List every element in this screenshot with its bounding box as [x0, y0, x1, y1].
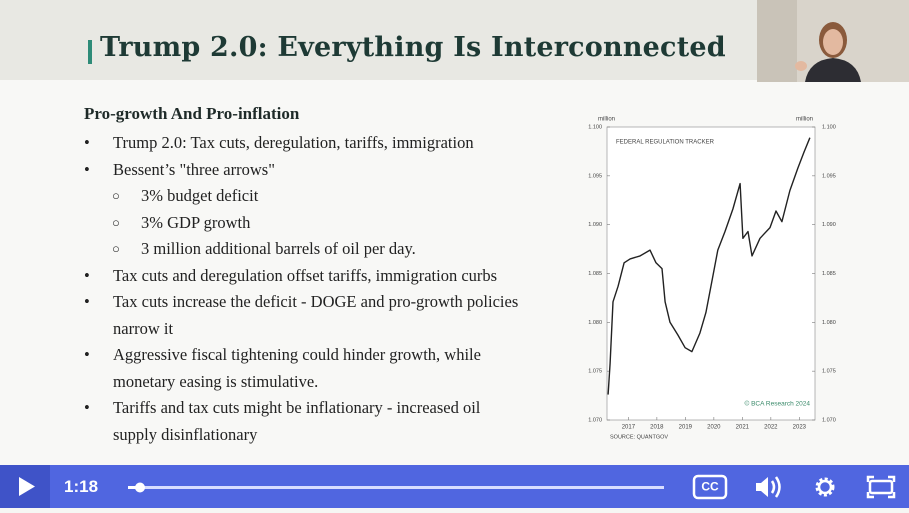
x-tick-label: 2017	[622, 425, 636, 431]
bullet-marker: ○	[112, 188, 120, 203]
bullet-text: Trump 2.0: Tax cuts, deregulation, tarif…	[113, 133, 474, 152]
y2-tick-label: 1.080	[822, 320, 836, 326]
x-tick-label: 2019	[679, 425, 693, 431]
bullet-marker: ○	[112, 214, 120, 230]
y-tick-label: 1.100	[588, 124, 602, 130]
y2-tick-label: 1.100	[822, 124, 836, 130]
x-tick-label: 2023	[793, 425, 807, 431]
fullscreen-button[interactable]	[866, 475, 896, 499]
player-controls: 1:18 CC	[0, 465, 909, 508]
slide-heading: Pro-growth And Pro-inflation	[84, 104, 300, 123]
y-tick-label: 1.075	[588, 369, 602, 375]
x-tick-label: 2022	[764, 425, 778, 431]
bullet-marker: •	[84, 345, 90, 364]
bullet-item: ○ 3 million additional barrels of oil per…	[84, 236, 554, 263]
chart: million million FEDERAL REGULATION TRACK…	[588, 117, 836, 441]
bullet-item: • Aggressive fiscal tightening could hind…	[84, 342, 523, 395]
y-tick-label: 1.090	[588, 222, 602, 228]
bullet-text: 3 million additional barrels of oil per …	[141, 239, 416, 258]
play-button[interactable]	[0, 465, 50, 508]
y2-tick-label: 1.075	[822, 369, 836, 375]
chart-source: SOURCE: QUANTGOV	[610, 434, 668, 440]
chart-credit: © BCA Research 2024	[745, 400, 811, 408]
y-tick-label: 1.080	[588, 320, 602, 326]
y-tick-label: 1.095	[588, 173, 602, 179]
bullet-item: • Trump 2.0: Tax cuts, deregulation, tari…	[84, 130, 523, 157]
bullet-list: • Trump 2.0: Tax cuts, deregulation, tari…	[84, 130, 554, 448]
y2-tick-label: 1.090	[822, 222, 836, 228]
webcam	[757, 0, 909, 82]
x-tick-label: 2018	[650, 425, 664, 431]
x-tick-label: 2021	[736, 425, 750, 431]
y-tick-label: 1.070	[588, 417, 602, 423]
bullet-text: 3% budget deficit	[141, 186, 259, 205]
x-tick-label: 2020	[707, 425, 721, 431]
control-icons: CC	[128, 474, 896, 500]
bullet-marker: •	[84, 398, 90, 417]
bullet-marker: •	[84, 133, 90, 152]
bullet-text: Tariffs and tax cuts might be inflationa…	[113, 398, 481, 444]
volume-button[interactable]	[756, 476, 781, 498]
bullet-text: 3% GDP growth	[141, 212, 251, 232]
bullet-item: • Tax cuts and deregulation offset tariff…	[84, 263, 523, 290]
y2-tick-label: 1.095	[822, 173, 836, 179]
current-time: 1:18	[64, 477, 99, 496]
svg-text:CC: CC	[701, 480, 719, 494]
slide: Trump 2.0: Everything Is Interconnected …	[0, 0, 909, 448]
chart-title: FEDERAL REGULATION TRACKER	[616, 140, 715, 146]
progress-track[interactable]	[128, 486, 664, 489]
progress-played	[128, 486, 140, 489]
y2-tick-label: 1.070	[822, 417, 836, 423]
bullet-item: • Tax cuts increase the deficit - DOGE an…	[84, 289, 523, 342]
y-unit-right: million	[796, 117, 813, 123]
bullet-item: ○ 3% GDP growth	[84, 210, 554, 237]
bullet-text: Aggressive fiscal tightening could hinde…	[113, 345, 481, 391]
slide-title: Trump 2.0: Everything Is Interconnected	[100, 32, 726, 63]
progress-knob[interactable]	[135, 482, 145, 493]
bullet-marker: •	[84, 159, 90, 179]
y-unit-left: million	[598, 117, 615, 123]
bullet-item: ○ 3% budget deficit	[84, 183, 554, 210]
bullet-text: Tax cuts and deregulation offset tariffs…	[113, 265, 498, 285]
bullet-text: Bessent’s "three arrows"	[113, 159, 275, 179]
play-icon	[19, 477, 35, 496]
captions-button[interactable]: CC	[692, 474, 728, 500]
bullet-marker: •	[84, 292, 90, 311]
y2-tick-label: 1.085	[822, 271, 836, 277]
bullet-item: • Tariffs and tax cuts might be inflation…	[84, 395, 523, 448]
data-line	[607, 137, 811, 395]
settings-button[interactable]	[815, 477, 835, 497]
bullet-marker: •	[84, 265, 90, 285]
plot-area	[606, 126, 816, 421]
y-tick-label: 1.085	[588, 271, 602, 277]
title-accent	[88, 40, 92, 64]
bullet-marker: ○	[112, 241, 120, 256]
bullet-text: Tax cuts increase the deficit - DOGE and…	[113, 292, 519, 338]
bullet-item: • Bessent’s "three arrows"	[84, 157, 523, 184]
